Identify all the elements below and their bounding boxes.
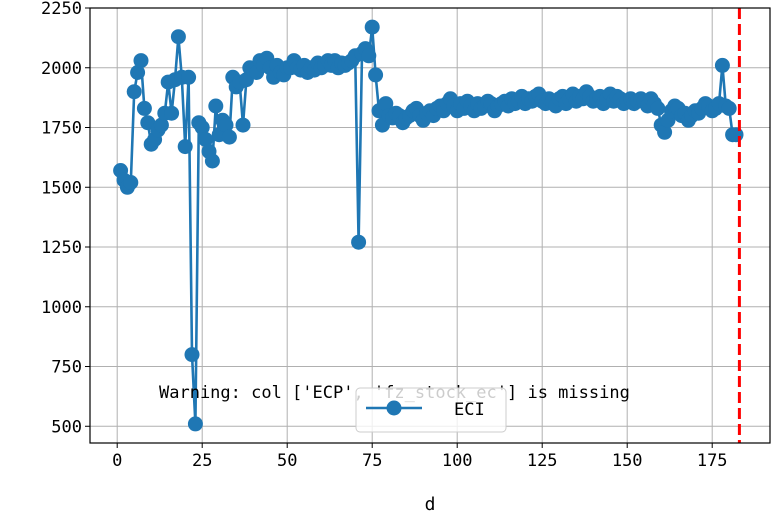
data-point [123,175,139,190]
plot-frame [89,7,771,444]
y-tick-label: 1000 [41,298,82,318]
data-point [153,117,169,133]
data-point [235,117,251,133]
data-point [221,129,237,145]
data-point [657,124,673,140]
data-point [714,57,730,73]
y-tick-label: 2000 [41,59,82,79]
axis-ticks: 0 25 50 75 100 125 150 175 500 750 1000 1250 1500 175… [41,0,728,471]
data-point [650,100,666,116]
x-tick-label: 100 [442,451,473,471]
y-tick-label: 1250 [41,238,82,258]
series-layer [113,19,744,432]
legend-marker-swatch [386,400,402,416]
data-point [181,69,197,85]
legend: ECI [355,387,507,433]
data-point [194,120,210,135]
y-tick-label: 1500 [41,178,82,198]
x-tick-label: 50 [277,451,297,471]
y-tick-label: 750 [51,358,82,378]
data-point [177,139,193,155]
data-point [378,96,394,112]
legend-box [355,387,507,433]
x-tick-label: 0 [112,451,122,471]
x-axis-label: d [425,494,436,514]
data-point [184,347,200,363]
legend-label: ECI [454,400,485,420]
data-point [728,127,744,143]
data-point [198,132,214,147]
data-point [351,234,367,250]
data-point [126,84,142,100]
y-tick-label: 2250 [41,0,82,19]
x-tick-label: 25 [192,451,212,471]
x-tick-label: 150 [612,451,643,471]
data-point [130,65,146,80]
series-line [119,25,736,426]
data-point [133,53,149,69]
data-point [218,117,234,133]
x-tick-label: 125 [527,451,558,471]
x-tick-label: 75 [362,451,382,471]
data-point [187,416,203,432]
data-point [204,153,220,169]
data-point [136,100,152,116]
data-point [721,100,737,116]
y-tick-label: 1750 [41,119,82,139]
data-point [208,98,224,114]
y-tick-label: 500 [51,417,82,437]
data-point [170,29,186,45]
data-point [364,19,380,35]
data-point [164,105,180,121]
data-point [368,67,384,83]
x-tick-label: 175 [697,451,728,471]
data-point [361,48,377,64]
